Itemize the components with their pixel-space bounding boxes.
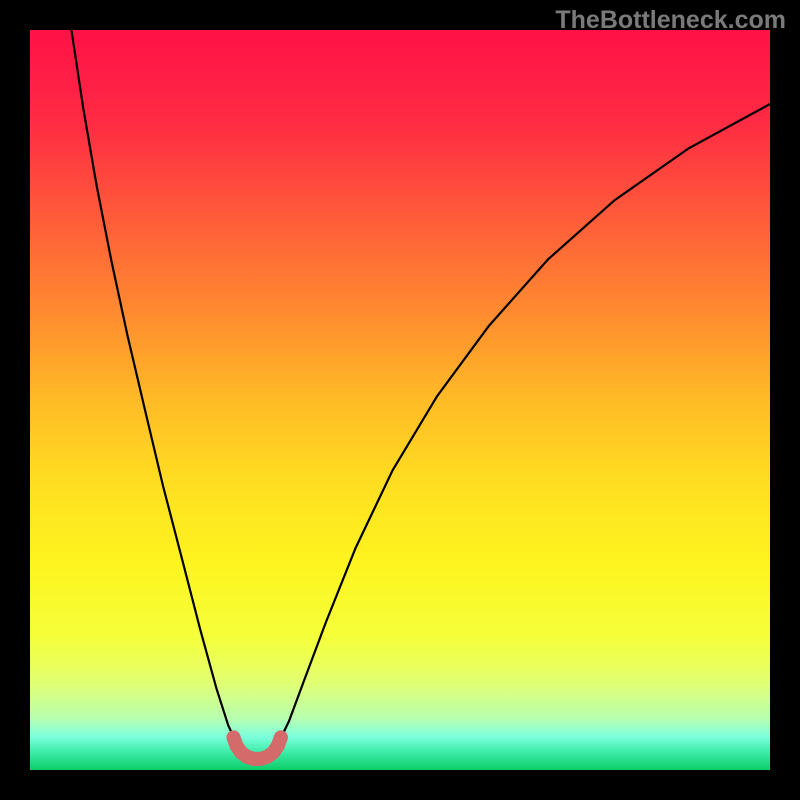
marker-point — [274, 730, 288, 744]
chart-container: TheBottleneck.com — [0, 0, 800, 800]
bottleneck-curve-chart — [0, 0, 800, 800]
chart-plot-background — [30, 30, 770, 770]
watermark-text: TheBottleneck.com — [555, 6, 786, 35]
